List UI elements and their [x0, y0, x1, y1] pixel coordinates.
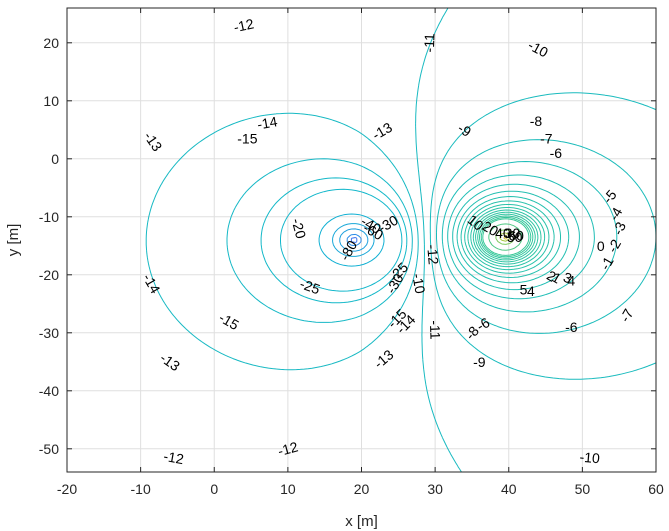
contour-line: [318, 213, 385, 267]
contour-label: 0: [597, 238, 605, 254]
y-axis-label: y [m]: [5, 224, 22, 257]
contour-line: [441, 161, 618, 313]
contour-line: [460, 196, 561, 278]
contour-label: -14: [256, 113, 279, 132]
contour-line: [482, 218, 530, 256]
contour-label: -3: [609, 219, 629, 237]
contour-line: [260, 177, 408, 304]
contour-line: [452, 183, 580, 291]
contour-label: -15: [237, 131, 257, 147]
y-tick-label: -50: [39, 441, 59, 457]
contour-label: -9: [473, 354, 486, 370]
contour-line: [415, 7, 462, 473]
contour-line: [495, 229, 515, 245]
contour-label: 4: [527, 283, 535, 299]
y-tick-label: -40: [39, 383, 59, 399]
contour-line: [480, 216, 532, 258]
contour-line: [472, 209, 542, 265]
y-tick-label: -10: [39, 209, 59, 225]
x-tick-label: 40: [501, 481, 517, 497]
contour-line: [503, 234, 508, 240]
contour-label: 5: [520, 281, 528, 297]
y-tick-label: -30: [39, 325, 59, 341]
contour-label: 30: [505, 225, 521, 241]
x-tick-label: 50: [575, 481, 591, 497]
y-tick-label: -20: [39, 267, 59, 283]
x-tick-label: 10: [280, 481, 296, 497]
contour-label: 20: [480, 218, 502, 240]
x-tick-label: 60: [648, 481, 664, 497]
contour-line: [499, 232, 511, 242]
contour-label: -13: [369, 119, 395, 143]
contour-label: -13: [157, 349, 183, 374]
contour-line: [339, 228, 369, 252]
contour-label: -8: [530, 113, 543, 129]
x-tick-label: 0: [210, 481, 218, 497]
contour-label: -2: [604, 236, 624, 255]
contour-label: -11: [427, 320, 444, 340]
x-axis-ticks: -20 -10 0 10 20 30 40 50 60: [57, 8, 664, 497]
contour-line: [464, 200, 555, 274]
contour-line: [475, 211, 539, 263]
x-tick-label: -10: [131, 481, 151, 497]
contour-label: -6: [565, 319, 578, 335]
contour-label: 4: [567, 273, 575, 289]
contour-label: -6: [550, 145, 563, 161]
contour-label: -12: [424, 244, 442, 266]
contour-label: -12: [232, 15, 255, 35]
contour-line: [346, 233, 362, 247]
contour-line: [467, 204, 550, 271]
contour-label: 40: [495, 225, 511, 241]
contour-line: [350, 237, 358, 243]
contour-line: [470, 207, 546, 268]
contour-label: -7: [617, 306, 637, 325]
contour-line: [436, 139, 657, 334]
contour-line: [280, 188, 403, 292]
contour-label: -13: [141, 129, 166, 155]
contour-line: [332, 223, 375, 257]
contour-label: -15: [216, 309, 242, 333]
contour-line: [479, 215, 534, 259]
contour-line: [447, 174, 595, 300]
contour-label: -20: [289, 217, 310, 241]
contour-line: [456, 190, 570, 284]
contour-line: [145, 112, 419, 371]
x-tick-label: 20: [354, 481, 370, 497]
contour-label: -5: [599, 186, 619, 206]
contour-label: -9: [455, 120, 474, 140]
x-tick-label: -20: [57, 481, 77, 497]
contour-line: [488, 223, 523, 251]
contour-lines: [145, 7, 657, 473]
contour-label: -10: [579, 449, 601, 467]
x-axis-label: x [m]: [345, 513, 378, 530]
grid-lines: [66, 8, 657, 472]
y-tick-label: 10: [43, 93, 59, 109]
contour-label: 60: [508, 227, 524, 243]
contour-label: -12: [276, 438, 300, 459]
contour-label: -13: [371, 346, 397, 371]
contour-label: 50: [507, 229, 523, 245]
x-tick-label: 30: [427, 481, 443, 497]
contour-label: -25: [298, 275, 323, 297]
contour-label: -11: [421, 33, 438, 53]
contour-line: [226, 158, 413, 323]
contour-label: -7: [540, 131, 553, 147]
y-tick-label: 0: [51, 151, 59, 167]
contour-line: [477, 213, 536, 261]
y-tick-label: 20: [43, 35, 59, 51]
contour-label: -10: [526, 37, 552, 61]
contour-label: -12: [162, 448, 185, 467]
contour-label: -10: [409, 272, 428, 295]
contour-line: [429, 92, 657, 380]
